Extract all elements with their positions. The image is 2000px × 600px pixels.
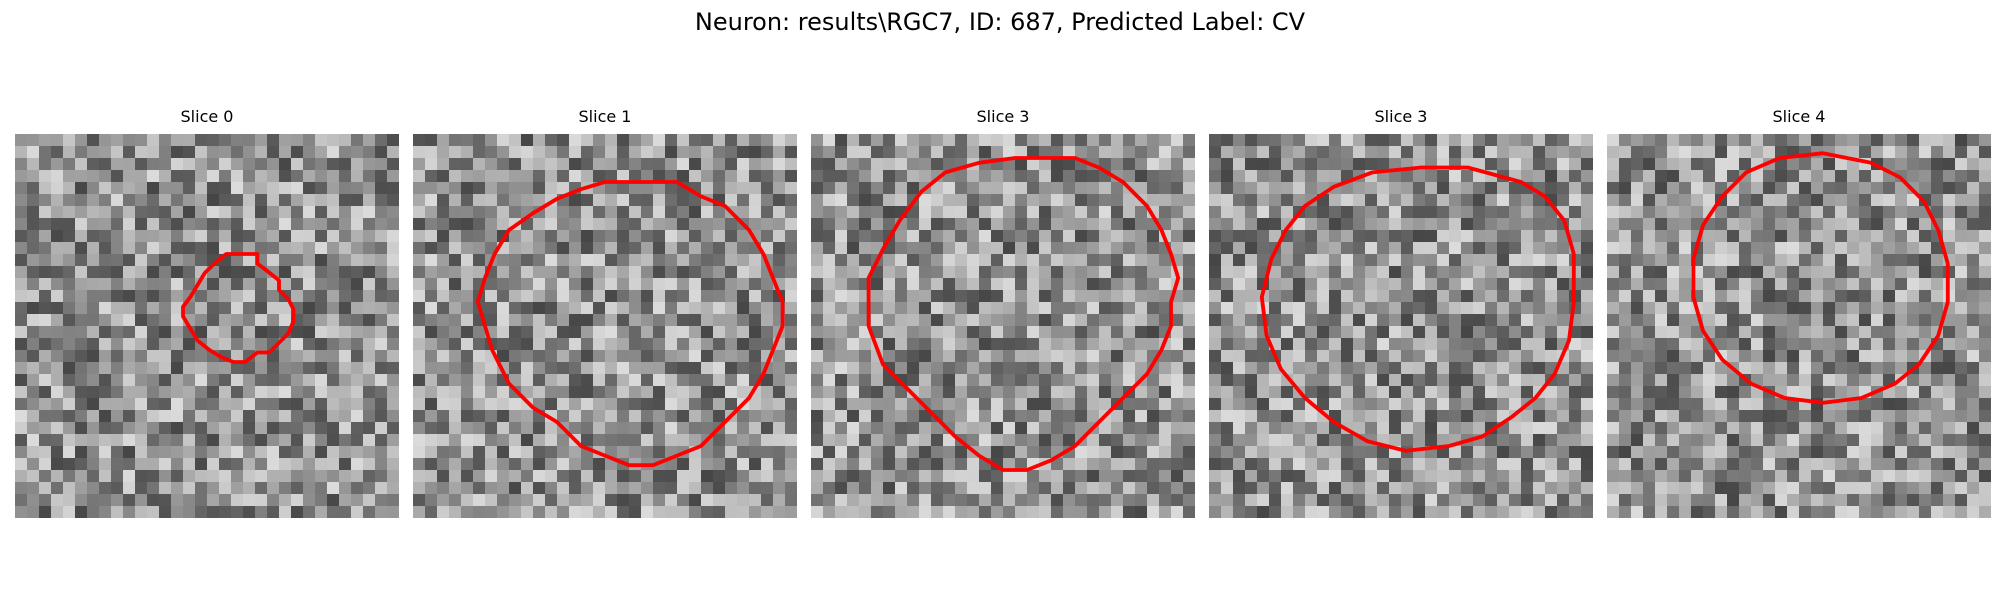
figure-title: Neuron: results\RGC7, ID: 687, Predicted… [694, 8, 1306, 36]
slice-title-1: Slice 1 [578, 107, 632, 126]
contour-4 [1691, 151, 1950, 405]
slice-title-4: Slice 4 [1772, 107, 1826, 126]
slice-image-2 [811, 134, 1195, 518]
contour-1 [475, 180, 785, 468]
slice-title-3: Slice 3 [1374, 107, 1428, 126]
slice-title-0: Slice 0 [180, 107, 234, 126]
contour-3 [1259, 165, 1576, 453]
contour-2 [866, 156, 1181, 472]
slice-image-4 [1607, 134, 1991, 518]
slice-image-1 [413, 134, 797, 518]
slice-image-0 [15, 134, 399, 518]
slice-image-3 [1209, 134, 1593, 518]
contour-0 [181, 252, 296, 364]
slice-title-2: Slice 3 [976, 107, 1030, 126]
